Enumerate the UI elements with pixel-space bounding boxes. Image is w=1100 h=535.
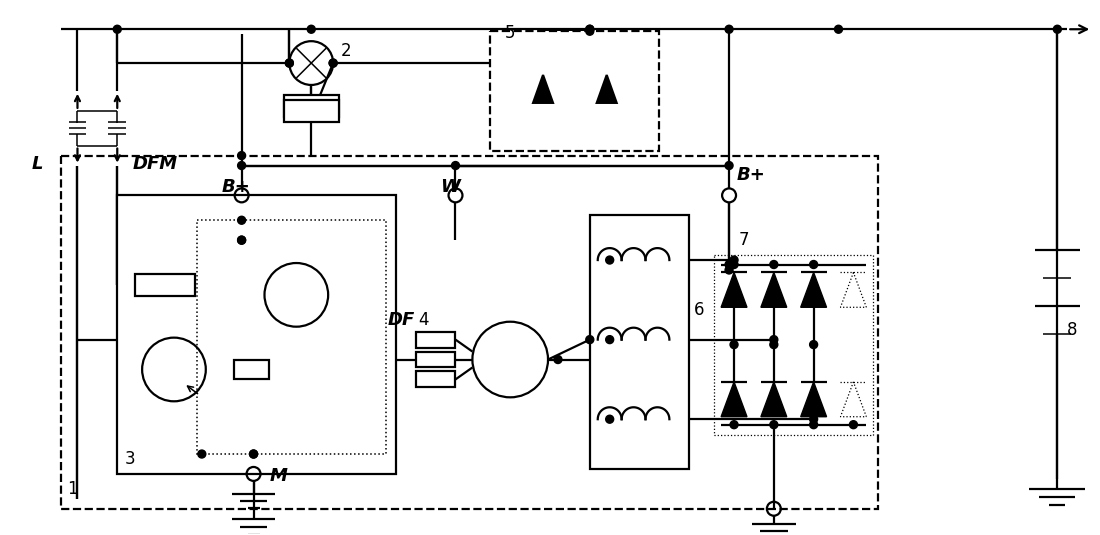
Circle shape [307,25,316,33]
Bar [197,220,386,454]
Circle shape [586,25,594,33]
Polygon shape [722,272,747,307]
Circle shape [198,450,206,458]
Circle shape [606,256,614,264]
Text: L: L [31,155,43,173]
Bar [234,360,270,379]
Circle shape [586,27,594,35]
Circle shape [770,421,778,429]
Circle shape [810,261,817,269]
Text: M: M [270,467,287,485]
Circle shape [810,421,817,429]
Bar [416,371,455,387]
Circle shape [238,216,245,224]
Circle shape [725,162,733,170]
Bar [135,274,195,296]
Text: 1: 1 [67,480,78,498]
Polygon shape [761,272,786,307]
Circle shape [730,341,738,349]
Text: DFM: DFM [132,155,177,173]
Text: 8: 8 [1067,320,1078,339]
Circle shape [238,151,245,159]
Bar [284,95,339,117]
Circle shape [606,335,614,343]
Circle shape [810,415,817,423]
Circle shape [770,341,778,349]
Circle shape [238,236,245,244]
Polygon shape [597,75,617,103]
Circle shape [725,25,733,33]
Bar [590,215,690,469]
Polygon shape [722,382,747,417]
Circle shape [285,59,294,67]
Circle shape [849,421,857,429]
Text: 3: 3 [124,450,135,468]
Text: W: W [441,178,461,196]
Circle shape [250,450,257,458]
Text: DF: DF [387,311,415,328]
Circle shape [250,450,257,458]
Text: B+: B+ [222,178,251,196]
Text: 4: 4 [419,311,429,328]
Circle shape [1054,25,1062,33]
Text: 5: 5 [505,24,516,42]
Text: 180: 180 [141,278,167,292]
Circle shape [730,256,738,264]
Circle shape [730,421,738,429]
Text: 6: 6 [694,301,705,319]
Bar [60,156,878,509]
Polygon shape [534,75,553,103]
Circle shape [451,162,460,170]
Circle shape [113,25,121,33]
Circle shape [238,162,245,170]
Circle shape [586,335,594,343]
Circle shape [238,236,245,244]
Circle shape [285,59,294,67]
Polygon shape [761,382,786,417]
Circle shape [329,59,337,67]
Text: 2: 2 [341,42,352,60]
Bar [491,31,659,151]
Bar [714,255,873,434]
Circle shape [770,335,778,343]
Circle shape [810,341,817,349]
Circle shape [725,266,733,274]
Bar [118,195,396,474]
Circle shape [586,25,594,33]
Circle shape [606,415,614,423]
Circle shape [329,59,337,67]
Bar [416,351,455,368]
Circle shape [730,261,738,269]
Polygon shape [801,272,826,307]
Circle shape [770,261,778,269]
Circle shape [554,356,562,363]
Text: B+: B+ [737,166,766,185]
Polygon shape [801,382,826,417]
Circle shape [835,25,843,33]
Bar [416,332,455,348]
Text: 7: 7 [739,231,749,249]
Circle shape [725,261,733,269]
Bar [284,100,339,122]
